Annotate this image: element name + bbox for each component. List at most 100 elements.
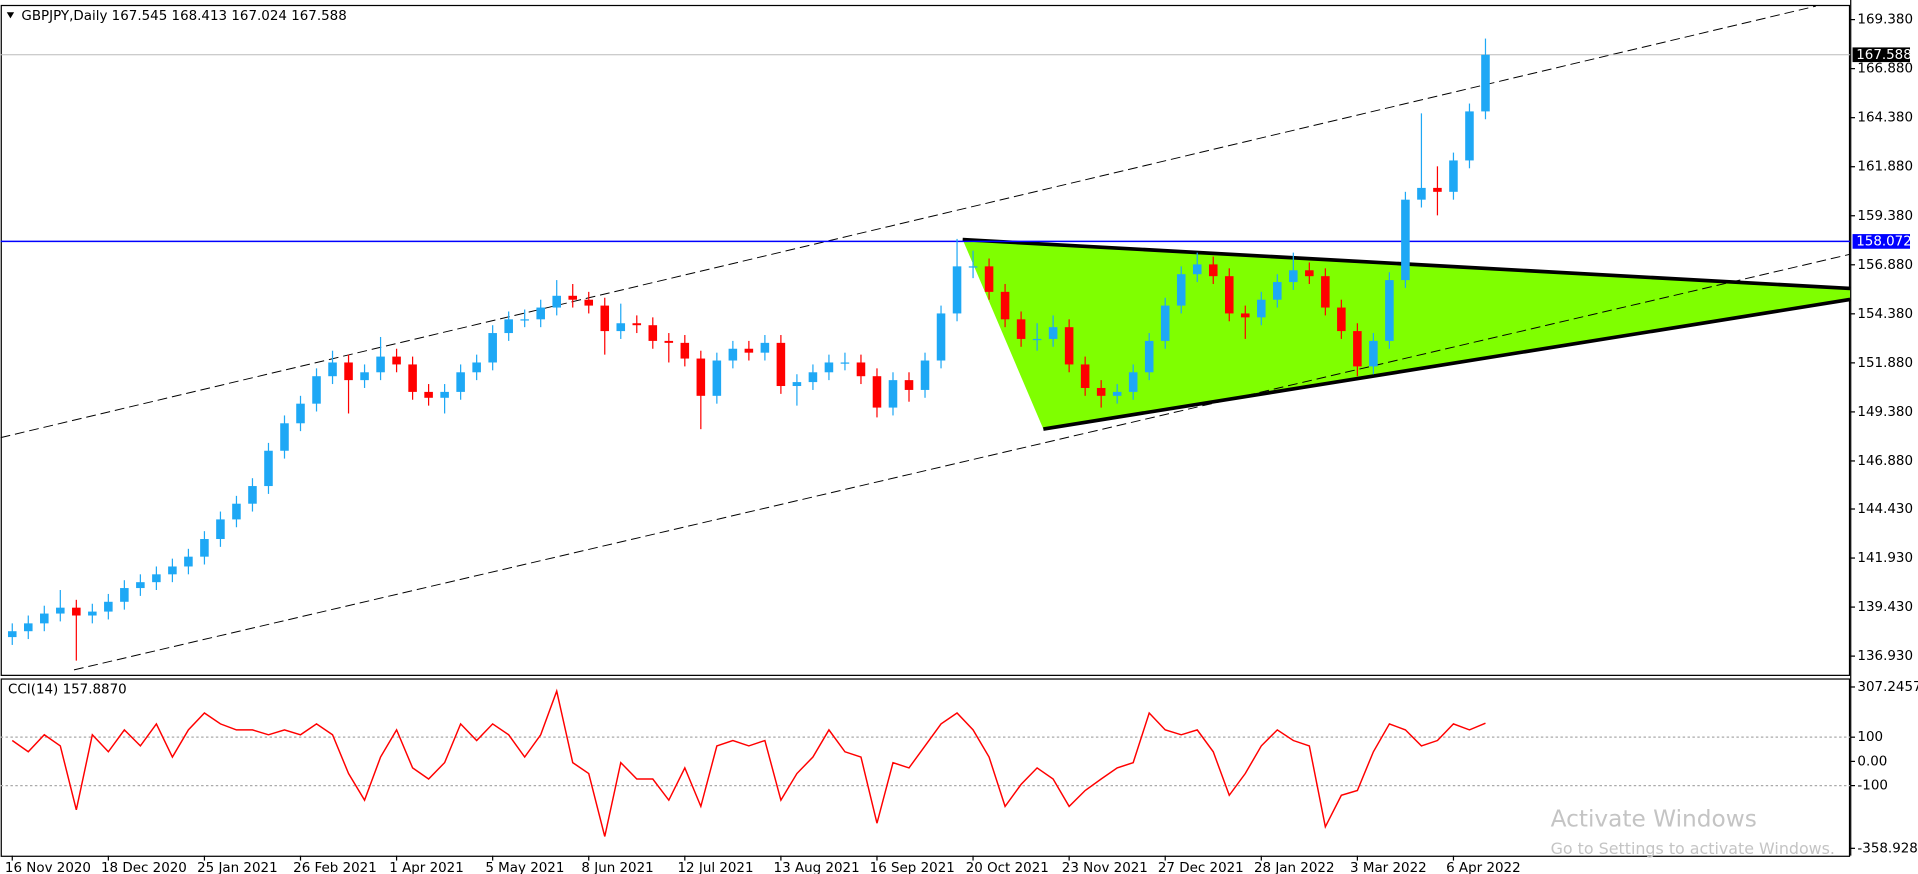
candle-body bbox=[40, 613, 49, 624]
candle-body bbox=[536, 307, 545, 320]
x-tick-label: 13 Aug 2021 bbox=[774, 861, 860, 874]
triangle-bottom bbox=[1043, 297, 1851, 431]
candle-body bbox=[632, 323, 642, 326]
candle-body bbox=[56, 607, 65, 614]
candle-body bbox=[1241, 313, 1250, 318]
candle-body bbox=[1449, 160, 1458, 192]
candle-body bbox=[984, 266, 994, 292]
candle-body bbox=[856, 362, 866, 377]
candle-body bbox=[360, 372, 369, 381]
candle-body bbox=[520, 319, 529, 321]
candle-body bbox=[808, 372, 818, 383]
candle-body bbox=[1257, 299, 1266, 318]
y-tick-label: 100 bbox=[1857, 730, 1883, 745]
candle-body bbox=[760, 342, 770, 353]
candle-body bbox=[552, 295, 561, 308]
candle-body bbox=[712, 360, 722, 396]
main-frame bbox=[0, 4, 1851, 676]
y-tick-label: 139.430 bbox=[1857, 600, 1913, 615]
candle-body bbox=[168, 566, 177, 575]
y-tick-label: 164.380 bbox=[1857, 111, 1913, 126]
candle-body bbox=[120, 588, 129, 602]
candle-body bbox=[888, 380, 898, 408]
candle-body bbox=[1048, 327, 1058, 339]
collapse-arrow bbox=[6, 12, 15, 19]
candle-body bbox=[184, 556, 193, 567]
x-tick-label: 12 Jul 2021 bbox=[677, 861, 753, 874]
candle-body bbox=[1305, 270, 1314, 277]
candle-body bbox=[1144, 340, 1154, 373]
y-tick-label: -100 bbox=[1857, 779, 1888, 794]
x-tick-label: 28 Jan 2022 bbox=[1254, 861, 1335, 874]
candle-body bbox=[1112, 391, 1122, 396]
candle-body bbox=[24, 623, 33, 632]
y-tick-label: 0.00 bbox=[1857, 754, 1887, 769]
channel-lower bbox=[73, 253, 1851, 671]
candle-body bbox=[824, 362, 834, 373]
x-tick-label: 6 Apr 2022 bbox=[1446, 861, 1521, 874]
y-tick-label: 144.430 bbox=[1857, 502, 1913, 517]
y-tick-label: 159.380 bbox=[1857, 209, 1913, 224]
x-tick-label: 27 Dec 2021 bbox=[1158, 861, 1244, 874]
y-tick-label: 149.380 bbox=[1857, 405, 1913, 420]
candle-body bbox=[1289, 270, 1298, 283]
y-tick-label: 136.930 bbox=[1857, 649, 1913, 664]
candle-body bbox=[344, 362, 353, 381]
candle-body bbox=[920, 360, 930, 390]
x-tick-label: 23 Nov 2021 bbox=[1062, 861, 1148, 874]
candle-body bbox=[72, 607, 81, 616]
candle-body bbox=[424, 391, 433, 398]
x-tick-label: 16 Nov 2020 bbox=[5, 861, 91, 874]
y-tick-label: -358.9285 bbox=[1857, 841, 1918, 856]
y-tick-label: 151.880 bbox=[1857, 356, 1913, 371]
candle-body bbox=[1208, 264, 1218, 277]
x-tick-label: 25 Jan 2021 bbox=[197, 861, 278, 874]
candle-body bbox=[88, 611, 97, 616]
candle-body bbox=[1273, 282, 1282, 300]
candle-body bbox=[1096, 387, 1106, 396]
candle-body bbox=[216, 519, 225, 540]
x-tick-label: 5 May 2021 bbox=[485, 861, 564, 874]
candle-body bbox=[296, 403, 305, 424]
candle-body bbox=[728, 348, 738, 361]
candle-body bbox=[232, 503, 241, 520]
candle-body bbox=[1465, 111, 1474, 161]
candle-body bbox=[456, 372, 465, 392]
y-tick-label: 141.930 bbox=[1857, 551, 1913, 566]
candle-body bbox=[504, 319, 513, 334]
candle-body bbox=[904, 380, 914, 390]
candle-body bbox=[408, 364, 417, 392]
cci-title: CCI(14) 157.8870 bbox=[8, 682, 127, 697]
candle-body bbox=[680, 342, 690, 359]
x-tick-label: 16 Sep 2021 bbox=[870, 861, 955, 874]
candle-body bbox=[600, 305, 610, 332]
candle-body bbox=[104, 601, 113, 612]
level-tag-label: 158.072 bbox=[1856, 234, 1912, 249]
candle-body bbox=[1176, 274, 1186, 306]
candle-body bbox=[1000, 291, 1010, 320]
cci-line bbox=[11, 688, 1486, 837]
candle-body bbox=[968, 266, 978, 268]
y-tick-label: 166.880 bbox=[1857, 62, 1913, 77]
y-tick-label: 307.2457 bbox=[1857, 680, 1918, 695]
candle-body bbox=[568, 295, 578, 300]
candle-body bbox=[392, 356, 401, 365]
y-tick-label: 154.380 bbox=[1857, 307, 1913, 322]
candle-body bbox=[280, 423, 289, 451]
candle-body bbox=[328, 362, 337, 377]
x-tick-label: 8 Jun 2021 bbox=[581, 861, 653, 874]
level-tag bbox=[1852, 234, 1911, 249]
candle-body bbox=[1353, 331, 1362, 367]
candle-body bbox=[376, 356, 385, 373]
candle-body bbox=[696, 358, 706, 396]
chart-title: GBPJPY,Daily 167.545 168.413 167.024 167… bbox=[21, 9, 346, 24]
candle-body bbox=[1401, 199, 1410, 281]
candle-body bbox=[792, 382, 802, 387]
candle-body bbox=[936, 313, 946, 361]
candle-body bbox=[312, 376, 321, 404]
x-tick-label: 26 Feb 2021 bbox=[293, 861, 377, 874]
x-tick-label: 20 Oct 2021 bbox=[966, 861, 1049, 874]
cci-frame bbox=[0, 678, 1851, 857]
price-tag-label: 167.588 bbox=[1856, 48, 1912, 63]
